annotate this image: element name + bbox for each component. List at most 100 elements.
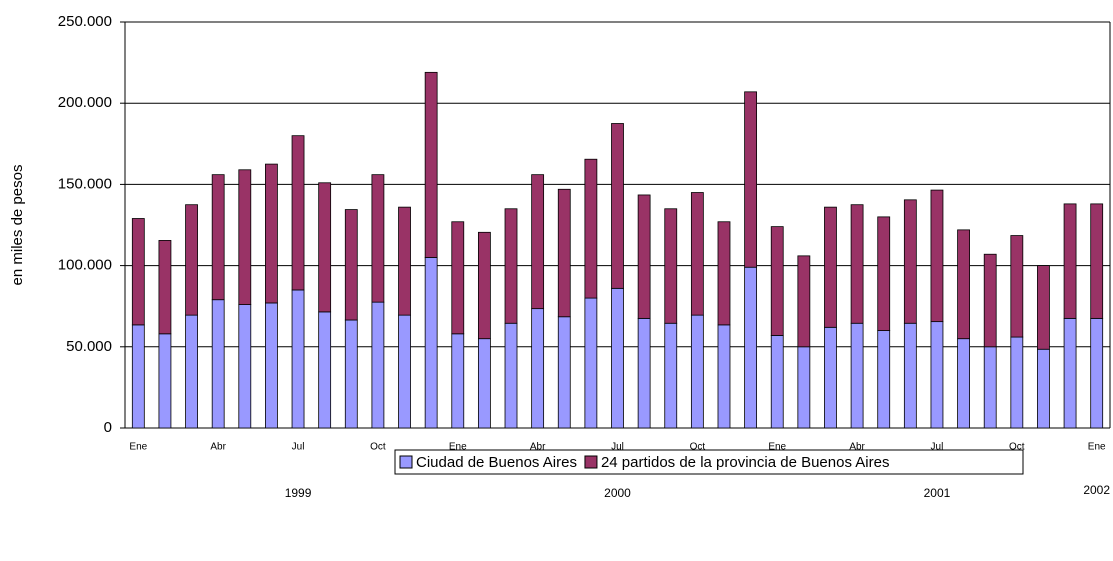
legend-label: Ciudad de Buenos Aires	[416, 454, 577, 471]
bar-segment	[504, 322, 518, 429]
x-tick-label: Jul	[292, 442, 305, 453]
bar-segment	[158, 333, 172, 429]
bar-segment	[770, 335, 784, 429]
bar-segment	[424, 257, 438, 429]
bar-segment	[424, 71, 438, 258]
bar-segment	[318, 182, 332, 313]
bar-segment	[451, 333, 465, 429]
bar-segment	[637, 194, 651, 319]
bar-segment	[611, 123, 624, 289]
legend-box	[394, 449, 1024, 475]
year-label: 1999	[285, 486, 312, 500]
bar-segment	[1010, 235, 1024, 338]
x-tick-label: Oct	[690, 442, 706, 453]
bar-segment	[903, 322, 917, 429]
bar-segment	[531, 308, 545, 429]
y-tick-label: 100.000	[58, 257, 112, 274]
bar-segment	[477, 338, 491, 429]
bar-segment	[850, 322, 864, 429]
bar-segment	[877, 216, 891, 331]
x-tick-label: Ene	[768, 442, 786, 453]
bar-segment	[1037, 348, 1050, 429]
bar-segment	[1090, 203, 1104, 319]
bar-segment	[850, 204, 864, 324]
bar-segment	[824, 206, 837, 328]
bar-segment	[1090, 317, 1104, 429]
bar-segment	[957, 229, 970, 340]
year-label: 2001	[924, 486, 951, 500]
bar-segment	[1063, 317, 1077, 429]
x-tick-label: Abr	[849, 442, 865, 453]
x-tick-label: Abr	[210, 442, 226, 453]
bar-segment	[265, 163, 278, 304]
bar-segment	[611, 287, 624, 429]
bar-segment	[1037, 265, 1050, 350]
bar-segment	[983, 253, 997, 348]
bar-segment	[797, 346, 811, 429]
bar-segment	[770, 226, 784, 336]
bar-segment	[930, 189, 944, 323]
x-tick-label: Ene	[1088, 442, 1106, 453]
bar-segment	[291, 135, 305, 291]
y-tick-label: 150.000	[58, 175, 112, 192]
bar-segment	[531, 174, 545, 310]
bar-segment	[504, 208, 518, 324]
bar-segment	[238, 304, 252, 429]
bar-segment	[797, 255, 811, 348]
bar-segment	[717, 221, 731, 326]
bar-segment	[557, 316, 571, 429]
bar-segment	[744, 266, 758, 429]
bar-segment	[664, 208, 678, 324]
bar-segment	[1010, 336, 1024, 429]
bar-segment	[211, 299, 225, 429]
y-tick-label: 50.000	[66, 338, 112, 355]
bar-segment	[238, 169, 252, 305]
bar-segment	[398, 206, 411, 316]
legend-swatch	[584, 455, 598, 469]
x-tick-label: Abr	[530, 442, 546, 453]
bar-segment	[957, 338, 970, 429]
bar-segment	[158, 240, 172, 335]
x-tick-label: Ene	[129, 442, 147, 453]
bar-segment	[265, 302, 278, 429]
bar-segment	[371, 174, 385, 303]
y-axis-label: en miles de pesos	[9, 165, 26, 286]
bar-segment	[584, 158, 598, 299]
bar-segment	[744, 91, 758, 268]
bar-segment	[291, 289, 305, 429]
bar-segment	[983, 346, 997, 429]
bar-segment	[903, 199, 917, 324]
year-label: 2002	[1083, 483, 1110, 497]
bar-segment	[877, 330, 891, 429]
year-label: 2000	[604, 486, 631, 500]
y-tick-label: 250.000	[58, 13, 112, 30]
bar-segment	[690, 192, 704, 316]
y-tick-label: 0	[104, 419, 112, 436]
bar-segment	[398, 314, 411, 429]
bar-segment	[131, 324, 145, 429]
x-tick-label: Oct	[1009, 442, 1025, 453]
x-tick-label: Oct	[370, 442, 386, 453]
bar-segment	[344, 209, 358, 321]
bar-segment	[664, 322, 678, 429]
legend-swatch	[399, 455, 413, 469]
bar-segment	[1063, 203, 1077, 319]
bar-segment	[185, 204, 198, 316]
bar-segment	[637, 317, 651, 429]
bar-segment	[717, 324, 731, 429]
y-tick-label: 200.000	[58, 94, 112, 111]
bar-segment	[557, 188, 571, 318]
legend-label: 24 partidos de la provincia de Buenos Ai…	[601, 454, 890, 471]
x-tick-label: Ene	[449, 442, 467, 453]
bar-segment	[211, 174, 225, 301]
bar-segment	[824, 326, 837, 429]
bar-segment	[451, 221, 465, 335]
bar-segment	[371, 301, 385, 429]
bar-segment	[584, 297, 598, 429]
bar-segment	[344, 319, 358, 429]
bar-segment	[930, 321, 944, 429]
bar-segment	[185, 314, 198, 429]
bar-segment	[131, 218, 145, 326]
